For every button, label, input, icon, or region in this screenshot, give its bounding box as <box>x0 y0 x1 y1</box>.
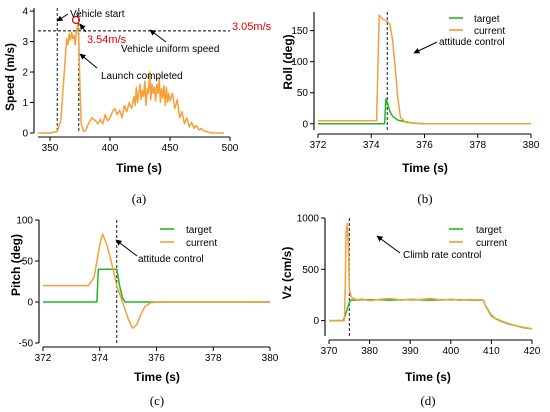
x-tick-label-b-0: 372 <box>310 140 327 151</box>
xlabel-b: Time (s) <box>402 161 448 175</box>
y-tick-label-d-0: 0 <box>313 316 319 327</box>
y-tick-label-a-1: 1 <box>22 98 28 109</box>
caption-a: (a) <box>132 191 146 206</box>
legend-label-target-b: target <box>474 14 500 25</box>
y-tick-label-d-1: 500 <box>302 265 319 276</box>
y-tick-label-a-0: 0 <box>22 129 28 140</box>
annotation-uniform-speed: Vehicle uniform speed <box>121 44 219 55</box>
arrow-vehicle-start <box>56 13 69 22</box>
speed-chart: 0 1 2 3 4 350 400 450 500 Time (s) Speed (m/s) (… <box>3 7 272 206</box>
annotation-attitude-control-c: attitude control <box>138 254 204 265</box>
y-tick-label-a-4: 4 <box>22 7 28 18</box>
roll-chart: 0 50 100 150 372 374 376 378 380 Time (s) Roll (… <box>281 12 540 206</box>
x-tick-label-c-2: 376 <box>148 353 165 364</box>
caption-d: (d) <box>420 393 435 408</box>
x-tick-label-a-3: 500 <box>222 143 239 154</box>
x-tick-label-a-1: 400 <box>102 143 119 154</box>
x-tick-label-d-5: 420 <box>524 346 541 357</box>
x-tick-label-b-4: 380 <box>523 140 540 151</box>
x-tick-label-d-1: 380 <box>361 346 378 357</box>
series-line-target-c <box>43 268 270 303</box>
x-tick-label-d-2: 390 <box>402 346 419 357</box>
caption-c: (c) <box>150 393 164 408</box>
x-tick-label-c-4: 380 <box>262 353 279 364</box>
legend-d: target current <box>449 225 507 249</box>
x-tick-label-a-2: 450 <box>162 143 179 154</box>
y-tick-label-b-1: 50 <box>297 88 309 99</box>
x-tick-label-d-4: 410 <box>483 346 500 357</box>
y-tick-label-a-3: 3 <box>22 37 28 48</box>
series-line-current-b <box>318 14 531 125</box>
series-line-current-a <box>38 24 224 134</box>
legend-label-current-b: current <box>474 26 505 37</box>
annotation-vehicle-start: Vehicle start <box>70 9 125 20</box>
arrow-climb-rate <box>376 235 401 254</box>
annotation-peak-speed: 3.54m/s <box>87 34 127 46</box>
y-tick-label-d-2: 1000 <box>297 214 320 225</box>
ylabel-a: Speed (m/s) <box>3 43 17 111</box>
xlabel-c: Time (s) <box>134 370 180 384</box>
arrow-peak-speed <box>79 23 87 33</box>
y-tick-label-a-2: 2 <box>22 68 28 79</box>
arrow-uniform-speed <box>149 29 167 43</box>
y-tick-label-c-2: 50 <box>22 257 34 268</box>
x-tick-label-c-0: 372 <box>35 353 52 364</box>
annotation-uniform-value: 3.05m/s <box>232 21 272 33</box>
caption-b: (b) <box>417 191 432 206</box>
x-tick-label-c-3: 378 <box>205 353 222 364</box>
y-tick-label-c-3: 100 <box>16 216 33 227</box>
series-line-target-d <box>329 298 533 330</box>
pitch-chart: -50 0 50 100 372 374 376 378 380 Time (s) Pitch … <box>9 216 279 409</box>
x-tick-label-b-1: 374 <box>363 140 380 151</box>
arrow-attitude-control-c <box>115 239 138 257</box>
legend-b: target current <box>449 14 505 37</box>
legend-label-current-c: current <box>186 238 217 249</box>
y-tick-label-b-2: 100 <box>291 57 308 68</box>
arrow-attitude-control-b <box>413 41 438 54</box>
ylabel-d: Vz (cm/s) <box>280 247 294 300</box>
x-tick-label-b-3: 378 <box>469 140 486 151</box>
ylabel-c: Pitch (deg) <box>9 234 23 296</box>
annotation-launch-completed: Launch completed <box>101 71 183 82</box>
peak-marker <box>71 15 81 25</box>
xlabel-d: Time (s) <box>405 370 451 384</box>
ylabel-b: Roll (deg) <box>281 34 295 89</box>
x-tick-label-a-0: 350 <box>42 143 59 154</box>
y-tick-label-c-0: -50 <box>19 339 34 350</box>
series-line-current-d <box>329 222 533 330</box>
legend-c: target current <box>160 225 217 249</box>
annotation-attitude-control-b: attitude control <box>439 37 505 48</box>
x-tick-label-d-3: 400 <box>442 346 459 357</box>
xlabel-a: Time (s) <box>116 161 162 175</box>
vz-chart: 0 500 1000 370 380 390 400 410 420 Time (s) Vz (… <box>280 214 541 409</box>
x-tick-label-c-1: 374 <box>91 353 108 364</box>
y-tick-label-c-1: 0 <box>27 298 33 309</box>
y-tick-label-b-3: 150 <box>291 26 308 37</box>
legend-label-current-d: current <box>476 238 507 249</box>
y-tick-label-b-0: 0 <box>302 119 308 130</box>
annotation-climb-rate: Climb rate control <box>403 250 481 261</box>
legend-label-target-c: target <box>186 225 212 236</box>
series-line-current-c <box>43 233 270 329</box>
arrow-launch-completed <box>79 53 98 69</box>
legend-label-target-d: target <box>476 225 502 236</box>
x-tick-label-b-2: 376 <box>416 140 433 151</box>
x-tick-label-d-0: 370 <box>321 346 338 357</box>
